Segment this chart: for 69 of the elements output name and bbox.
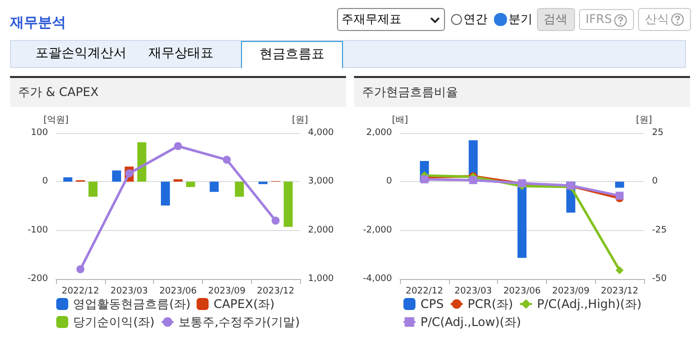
bar <box>160 182 170 206</box>
y-tick-label: 100 <box>30 128 48 138</box>
x-tick-label: 2023/09 <box>208 286 246 296</box>
legend-label: P/C(Adj.,High)(좌) <box>537 297 642 311</box>
x-tick-label: 2023/06 <box>503 286 541 296</box>
text: 연간 <box>464 12 488 26</box>
point <box>272 216 280 225</box>
y-axis-title: [억원] <box>43 116 69 126</box>
y-tick-label: -2,000 <box>362 225 392 236</box>
y-axis-title: [배] <box>392 116 408 126</box>
y-tick-label: 2,000 <box>366 128 392 138</box>
text: 재무상태표 <box>148 45 214 63</box>
legend-label: 영업활동현금흐름(좌) <box>73 297 191 311</box>
legend-label: P/C(Adj.,Low)(좌) <box>420 315 522 329</box>
y2-axis-title: [원] <box>636 116 652 126</box>
bar <box>137 142 146 182</box>
y2-axis-title: [원] <box>292 116 308 126</box>
text: 산식 <box>638 8 691 31</box>
bar <box>210 182 219 192</box>
point <box>76 265 84 274</box>
y-tick-label: 0 <box>386 176 392 187</box>
point <box>616 192 624 200</box>
bar <box>284 182 293 227</box>
x-tick-label: 2023/06 <box>159 286 197 296</box>
text: 재무분석 <box>10 14 66 32</box>
text: 분기 <box>508 12 533 26</box>
text: 포괄손익계산서 <box>34 45 128 63</box>
text: IFRS <box>578 9 634 30</box>
y2-tick-label: -50 <box>652 274 667 284</box>
x-tick-label: 2023/12 <box>256 286 294 296</box>
y2-tick-label: -25 <box>652 225 667 236</box>
y2-tick-label: 2,000 <box>308 225 334 236</box>
x-tick-label: 2023/12 <box>600 286 638 296</box>
bar <box>174 179 182 182</box>
legend-label: PCR(좌) <box>468 297 514 311</box>
x-tick-label: 2023/03 <box>110 286 148 296</box>
bar <box>615 182 624 188</box>
legend-label: 당기순이익(좌) <box>73 315 155 329</box>
bar <box>63 177 72 182</box>
point <box>616 266 624 274</box>
bar <box>234 182 244 197</box>
x-tick-label: 2023/09 <box>552 286 590 296</box>
y2-tick-label: 3,000 <box>308 176 334 187</box>
point <box>174 142 182 150</box>
bar <box>112 170 122 182</box>
y-tick-label: -200 <box>28 274 48 284</box>
point <box>222 156 231 164</box>
point <box>469 176 478 184</box>
text: 검색 <box>536 8 575 31</box>
x-tick-label: 2023/03 <box>454 286 492 296</box>
chart-title: 주가현금흐름비율 <box>354 78 690 107</box>
legend-label: CAPEX(좌) <box>214 297 275 311</box>
dropdown-field: 주재무제표 <box>336 8 445 31</box>
bar <box>518 182 526 258</box>
chart-title: 주가 & CAPEX <box>10 78 346 107</box>
x-tick-label: 2022/12 <box>62 286 100 296</box>
y2-tick-label: 25 <box>652 128 664 138</box>
y2-tick-label: 0 <box>652 176 658 187</box>
y-tick-label: -100 <box>28 225 48 236</box>
bar <box>186 182 196 188</box>
y-tick-label: -4,000 <box>362 274 392 284</box>
bar <box>258 182 268 184</box>
y2-tick-label: 4,000 <box>308 128 334 138</box>
bar <box>88 182 98 197</box>
y2-tick-label: 1,000 <box>308 274 334 284</box>
x-tick-label: 2022/12 <box>406 286 444 296</box>
legend-label: CPS <box>420 297 444 311</box>
legend-label: 보통주,수정주가(기말) <box>178 315 300 329</box>
y-tick-label: 0 <box>42 176 48 187</box>
